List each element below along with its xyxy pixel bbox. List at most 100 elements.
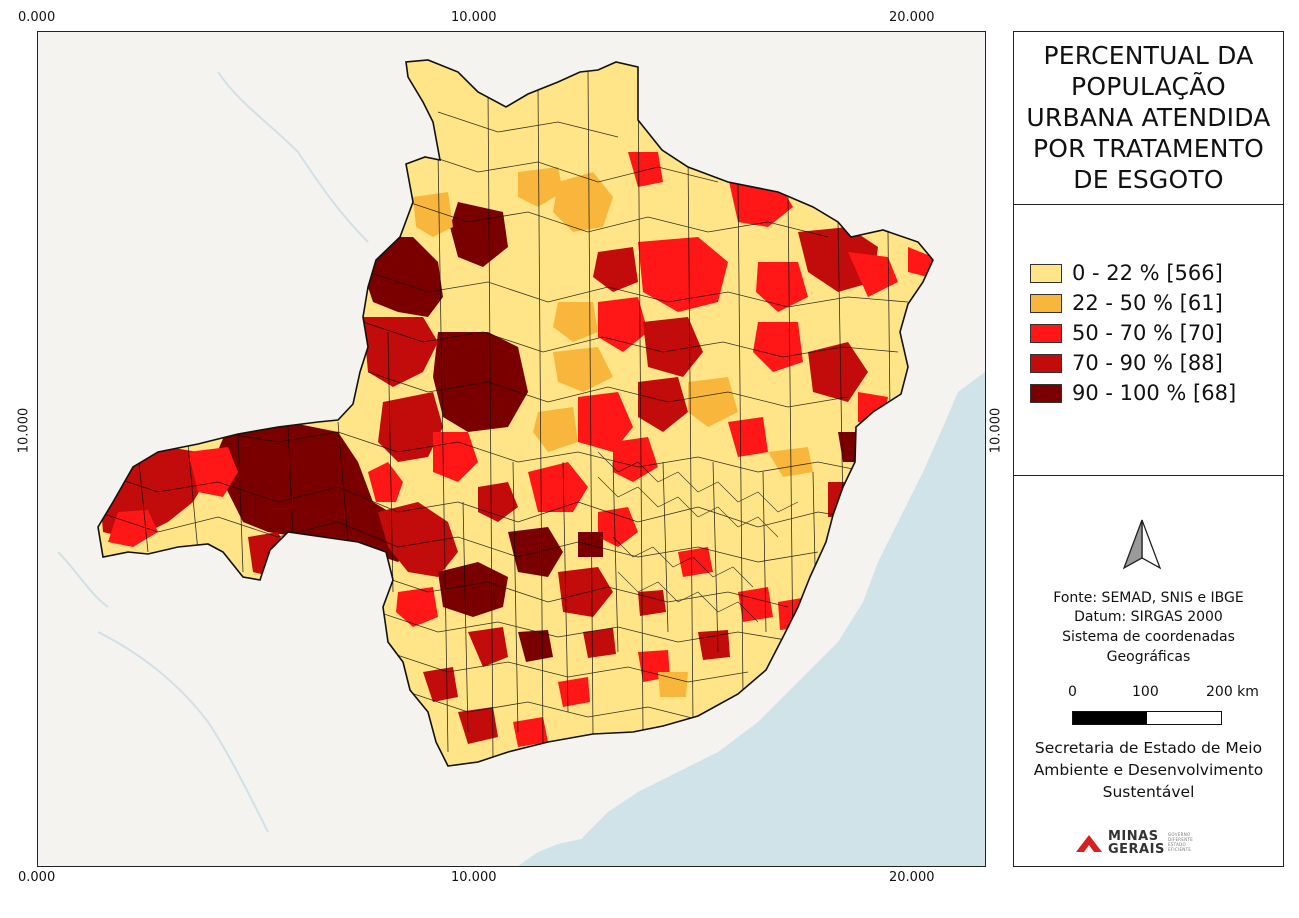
logo-tagline-2: DIFERENTE bbox=[1168, 837, 1194, 842]
river bbox=[217, 71, 369, 243]
region-22-50[interactable] bbox=[413, 192, 453, 237]
region-50-70[interactable] bbox=[628, 152, 663, 187]
scale-label-100: 100 bbox=[1132, 684, 1159, 700]
map-title: PERCENTUAL DA POPULAÇÃO URBANA ATENDIDA … bbox=[1026, 41, 1271, 194]
region-22-50[interactable] bbox=[518, 167, 563, 207]
crs-line: Sistema de coordenadas bbox=[1062, 629, 1235, 645]
region-70-90[interactable] bbox=[583, 628, 616, 658]
region-50-70[interactable] bbox=[848, 252, 898, 297]
org-line-3: Sustentável bbox=[1102, 783, 1195, 801]
datum-line: Datum: SIRGAS 2000 bbox=[1074, 609, 1223, 625]
region-70-90[interactable] bbox=[593, 247, 638, 292]
minas-gerais-logo: MINAS GERAIS GOVERNO DIFERENTE ESTADO EF… bbox=[1074, 830, 1234, 856]
region-90-100[interactable] bbox=[433, 332, 528, 432]
region-22-50[interactable] bbox=[553, 347, 613, 392]
region-22-50[interactable] bbox=[553, 302, 598, 342]
org-line-1: Secretaria de Estado de Meio bbox=[1034, 739, 1263, 757]
legend-item: 50 - 70 % [70] bbox=[1030, 321, 1223, 345]
region-50-70[interactable] bbox=[753, 322, 803, 372]
ocean bbox=[578, 372, 985, 866]
region-90-100[interactable] bbox=[450, 202, 508, 267]
region-70-90[interactable] bbox=[558, 567, 613, 617]
region-90-100[interactable] bbox=[438, 562, 508, 617]
region-50-70[interactable] bbox=[598, 507, 638, 547]
region-22-50[interactable] bbox=[553, 172, 613, 232]
bay bbox=[518, 838, 586, 866]
region-50-70[interactable] bbox=[513, 717, 548, 747]
legend-swatch bbox=[1030, 323, 1062, 343]
tick-left-10000: 10.000 bbox=[16, 407, 32, 454]
org-line-2: Ambiente e Desenvolvimento bbox=[1033, 761, 1264, 779]
region-50-70[interactable] bbox=[756, 262, 808, 312]
legend-label: 22 - 50 % [61] bbox=[1072, 291, 1223, 315]
region-22-50[interactable] bbox=[658, 672, 688, 697]
region-70-90[interactable] bbox=[468, 627, 508, 667]
legend-item: 0 - 22 % [566] bbox=[1030, 261, 1223, 285]
region-50-70[interactable] bbox=[638, 237, 728, 312]
tick-top-20000: 20.000 bbox=[889, 10, 935, 25]
region-50-70[interactable] bbox=[396, 587, 438, 627]
legend-swatch bbox=[1030, 353, 1062, 373]
map-frame[interactable] bbox=[37, 31, 986, 867]
tick-bottom-0: 0.000 bbox=[18, 870, 56, 885]
region-90-100[interactable] bbox=[578, 532, 603, 557]
region-90-100[interactable] bbox=[518, 630, 553, 662]
tick-bottom-20000: 20.000 bbox=[889, 870, 935, 885]
source-line: Fonte: SEMAD, SNIS e IBGE bbox=[1053, 590, 1244, 606]
logo-tagline-3: ESTADO bbox=[1168, 842, 1186, 847]
legend-label: 50 - 70 % [70] bbox=[1072, 321, 1223, 345]
region-50-70[interactable] bbox=[368, 462, 403, 502]
region-50-70[interactable] bbox=[678, 547, 713, 577]
region-70-90[interactable] bbox=[808, 342, 868, 402]
legend-swatch bbox=[1030, 293, 1062, 313]
legend-panel: PERCENTUAL DA POPULAÇÃO URBANA ATENDIDA … bbox=[1013, 31, 1284, 867]
legend-item: 90 - 100 % [68] bbox=[1030, 381, 1236, 405]
region-50-70[interactable] bbox=[728, 417, 768, 457]
region-22-50[interactable] bbox=[533, 407, 578, 452]
region-50-70[interactable] bbox=[908, 247, 933, 277]
region-50-70[interactable] bbox=[598, 297, 648, 352]
region-50-70[interactable] bbox=[558, 677, 590, 707]
region-50-70[interactable] bbox=[528, 462, 588, 512]
region-50-70[interactable] bbox=[738, 587, 773, 622]
logo-tagline-4: EFICIENTE bbox=[1168, 847, 1192, 852]
scale-bar-filled bbox=[1073, 712, 1147, 724]
map-canvas[interactable] bbox=[38, 32, 985, 866]
region-70-90[interactable] bbox=[643, 317, 703, 377]
scale-label-200: 200 km bbox=[1206, 684, 1259, 700]
region-70-90[interactable] bbox=[378, 502, 458, 577]
region-70-90[interactable] bbox=[638, 377, 688, 432]
region-70-90[interactable] bbox=[423, 667, 458, 702]
legend-label: 0 - 22 % [566] bbox=[1072, 261, 1223, 285]
scale-bar bbox=[1072, 711, 1222, 725]
region-70-90[interactable] bbox=[798, 227, 878, 292]
logo-line-1: MINAS bbox=[1108, 829, 1159, 844]
legend-label: 70 - 90 % [88] bbox=[1072, 351, 1223, 375]
legend-swatch bbox=[1030, 263, 1062, 283]
region-90-100[interactable] bbox=[363, 237, 443, 317]
logo-mark-icon bbox=[1076, 835, 1102, 852]
municipal-boundaries bbox=[98, 66, 909, 763]
region-70-90[interactable] bbox=[363, 317, 438, 387]
scale-label-0: 0 bbox=[1068, 684, 1077, 700]
river bbox=[97, 631, 269, 833]
region-70-90[interactable] bbox=[378, 392, 443, 462]
legend-item: 70 - 90 % [88] bbox=[1030, 351, 1223, 375]
north-arrow-icon bbox=[1122, 519, 1162, 570]
logo-line-2: GERAIS bbox=[1108, 842, 1165, 857]
tick-bottom-10000: 10.000 bbox=[451, 870, 497, 885]
legend-label: 90 - 100 % [68] bbox=[1072, 381, 1237, 405]
tick-top-0: 0.000 bbox=[18, 10, 56, 25]
tick-right-10000: 10.000 bbox=[988, 407, 1004, 454]
legend-item: 22 - 50 % [61] bbox=[1030, 291, 1223, 315]
crs-line-2: Geográficas bbox=[1106, 649, 1191, 665]
region-50-70[interactable] bbox=[578, 392, 633, 452]
region-0-22[interactable] bbox=[458, 152, 508, 202]
river bbox=[57, 551, 109, 608]
region-22-50[interactable] bbox=[688, 377, 738, 427]
title-box: PERCENTUAL DA POPULAÇÃO URBANA ATENDIDA … bbox=[1014, 32, 1283, 205]
info-box: Fonte: SEMAD, SNIS e IBGE Datum: SIRGAS … bbox=[1014, 476, 1283, 866]
state-outline bbox=[97, 59, 934, 767]
region-90-100[interactable] bbox=[508, 527, 563, 577]
tick-top-10000: 10.000 bbox=[451, 10, 497, 25]
